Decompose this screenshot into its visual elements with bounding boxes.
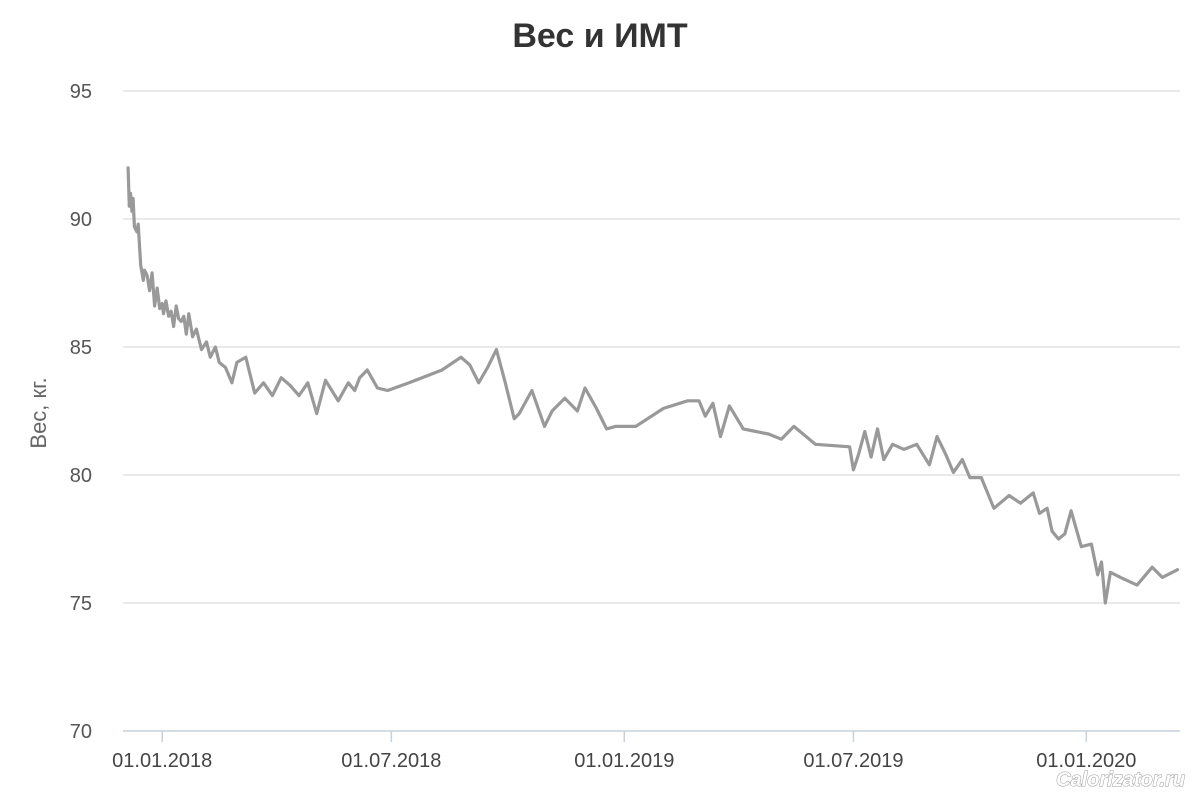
y-tick-label: 90 xyxy=(70,209,92,231)
y-tick-label: 85 xyxy=(70,337,92,359)
x-tick-label: 01.01.2019 xyxy=(574,750,674,772)
x-tick-label: 01.01.2018 xyxy=(112,750,212,772)
y-axis-label: Вес, кг. xyxy=(26,377,51,448)
x-tick-label: 01.07.2018 xyxy=(341,750,441,772)
y-axis-ticks: 70 75 80 85 90 95 xyxy=(70,81,92,743)
x-tick-label: 01.07.2019 xyxy=(803,750,903,772)
chart-title: Вес и ИМТ xyxy=(512,17,687,55)
y-tick-label: 70 xyxy=(70,721,92,743)
watermark: Calorizator.ru xyxy=(1056,769,1185,791)
x-axis-ticks: 01.01.2018 01.07.2018 01.01.2019 01.07.2019… xyxy=(112,731,1136,772)
y-tick-label: 75 xyxy=(70,593,92,615)
y-tick-label: 95 xyxy=(70,81,92,103)
y-tick-label: 80 xyxy=(70,465,92,487)
x-tick-label: 01.01.2020 xyxy=(1036,750,1136,772)
grid xyxy=(123,90,1180,732)
series-line xyxy=(126,166,1180,605)
